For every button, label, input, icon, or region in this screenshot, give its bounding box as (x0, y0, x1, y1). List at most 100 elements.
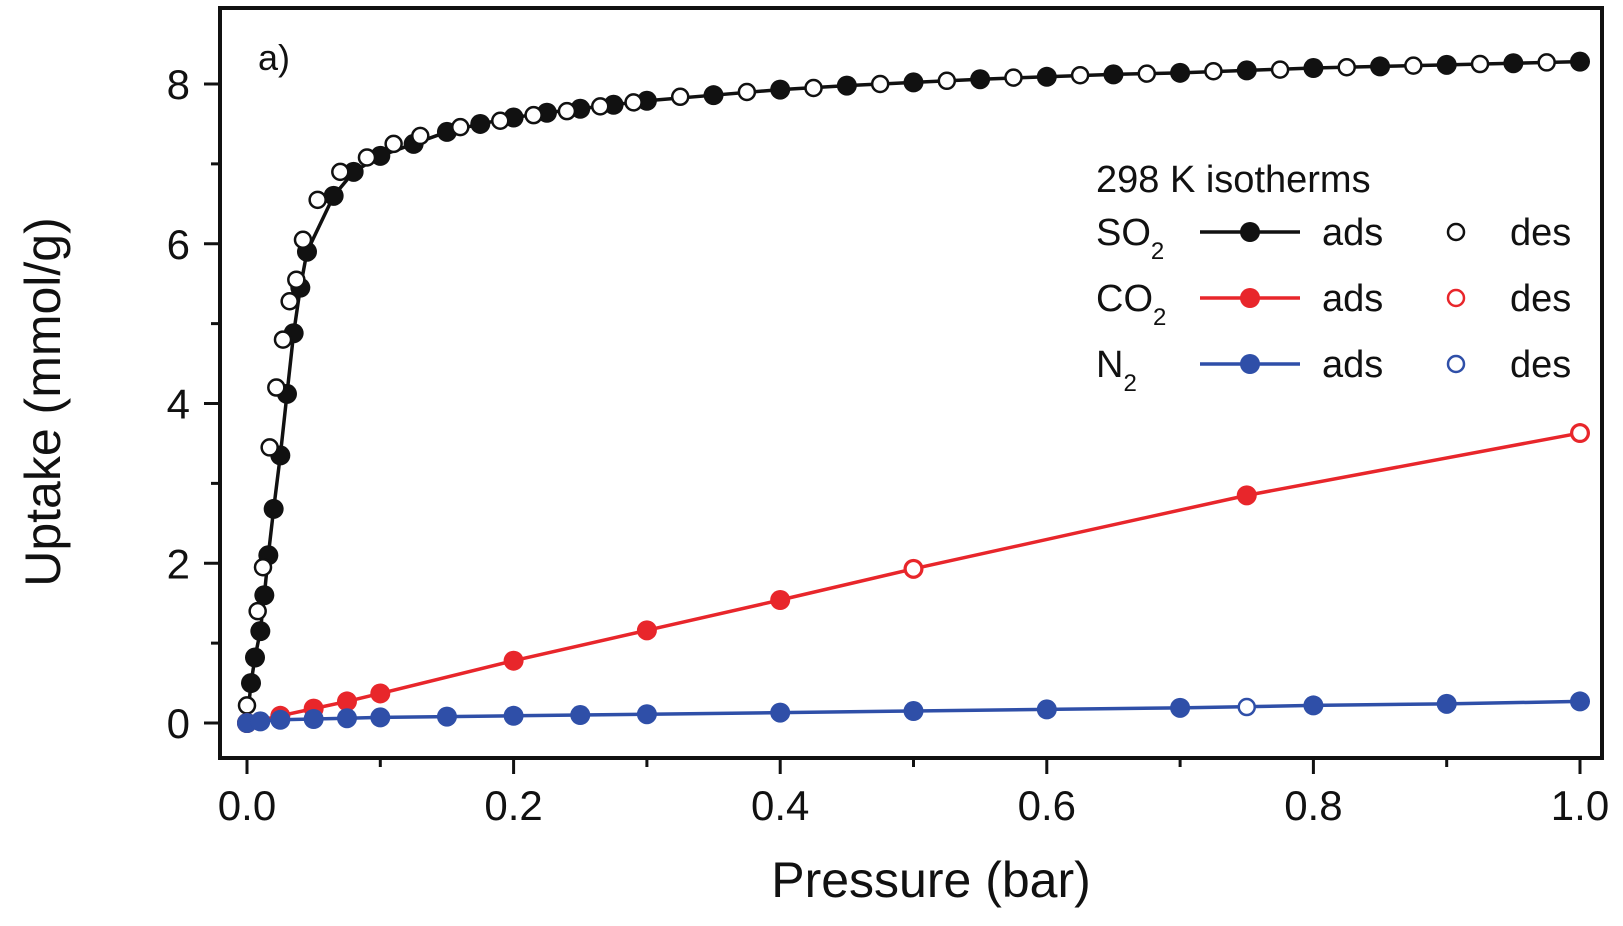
legend-filled-marker (1240, 354, 1260, 374)
data-point-open (937, 71, 957, 91)
data-point-filled (336, 691, 357, 712)
x-axis-label: Pressure (bar) (771, 852, 1091, 908)
legend: 298 K isotherms SO2 ads des CO2 ads des N2 ads de… (1096, 159, 1571, 397)
data-point-open (1537, 53, 1556, 72)
data-point-filled (1036, 66, 1057, 87)
plot-frame (218, 6, 1604, 760)
data-point-filled (503, 705, 524, 726)
data-point-filled (1436, 693, 1457, 714)
series-so2-ads (237, 51, 1590, 733)
legend-gas-label: SO2 (1096, 212, 1164, 265)
data-point-open (411, 126, 430, 146)
data-point-filled (1036, 699, 1057, 720)
x-tick-label: 0.6 (1018, 782, 1076, 829)
data-point-open (1004, 68, 1023, 87)
data-point-open (293, 230, 313, 250)
data-point-open (287, 270, 306, 289)
data-point-filled (336, 708, 357, 729)
y-tick-label: 2 (167, 540, 190, 587)
data-point-filled (1236, 60, 1257, 81)
data-point-open (557, 101, 577, 121)
series-n2-ads (237, 691, 1590, 733)
legend-gas-label: N2 (1096, 344, 1137, 397)
data-point-filled (903, 72, 924, 93)
data-point-open (248, 601, 267, 621)
data-point-open (870, 74, 890, 94)
legend-open-marker (1446, 288, 1466, 308)
data-point-filled (1236, 485, 1257, 506)
data-point-open (1204, 61, 1223, 81)
legend-des-label: des (1510, 278, 1571, 320)
data-point-open (253, 557, 273, 577)
data-point-filled (1303, 695, 1324, 716)
data-point-filled (903, 701, 924, 722)
x-tick-label: 0.4 (751, 782, 809, 829)
data-point-open (237, 696, 257, 715)
data-point-open (280, 292, 299, 311)
data-point-filled (836, 75, 857, 96)
data-point-open (737, 82, 757, 102)
data-point-open (1470, 54, 1490, 74)
data-point-filled (570, 705, 591, 726)
data-point-filled (250, 711, 271, 732)
legend-gas-label: CO2 (1096, 278, 1166, 331)
data-point-open (1070, 65, 1090, 85)
series-n2-des (1237, 697, 1256, 717)
data-point-filled (770, 79, 791, 100)
data-point-filled (1570, 691, 1590, 712)
data-point-open (267, 378, 286, 397)
legend-open-marker (1446, 354, 1466, 374)
data-point-open (260, 438, 279, 457)
data-point-open (1404, 56, 1423, 75)
legend-open-marker (1446, 222, 1466, 242)
data-point-filled (244, 647, 265, 668)
data-point-filled (1170, 697, 1191, 718)
data-point-filled (1570, 51, 1590, 72)
data-point-open (331, 162, 350, 182)
x-axis-ticks: 0.0 0.2 0.4 0.6 0.8 1.0 (218, 758, 1609, 829)
data-point-filled (270, 709, 291, 730)
data-point-filled (970, 69, 991, 90)
data-point-filled (1303, 58, 1324, 79)
legend-filled-marker (1240, 288, 1260, 308)
data-point-filled (343, 161, 364, 182)
legend-entry: SO2 ads des (1096, 212, 1571, 265)
data-point-open (804, 78, 823, 98)
data-point-open (624, 93, 643, 112)
data-point-filled (503, 650, 524, 671)
data-point-open (670, 87, 690, 107)
series-co2-des (904, 423, 1590, 579)
data-point-open (1237, 697, 1256, 717)
legend-ads-label: ads (1322, 278, 1383, 320)
data-point-filled (250, 621, 271, 642)
data-point-open (384, 134, 403, 154)
x-tick-label: 0.0 (218, 782, 276, 829)
legend-ads-label: ads (1322, 344, 1383, 386)
x-tick-label: 1.0 (1551, 782, 1609, 829)
data-point-filled (470, 113, 491, 134)
data-point-open (1570, 423, 1590, 443)
x-tick-label: 0.8 (1284, 782, 1342, 829)
legend-des-label: des (1510, 344, 1571, 386)
data-point-open (1137, 64, 1157, 83)
series-so2-des (237, 53, 1556, 715)
data-point-filled (636, 704, 657, 725)
data-point-filled (263, 498, 284, 519)
data-point-filled (1170, 62, 1191, 83)
data-point-open (1337, 57, 1356, 77)
data-point-open (451, 117, 470, 137)
data-point-open (357, 148, 377, 167)
data-point-filled (240, 673, 261, 694)
data-point-open (273, 330, 293, 349)
data-point-open (590, 97, 610, 116)
data-point-filled (254, 585, 275, 606)
data-point-filled (370, 707, 391, 728)
data-point-filled (1103, 64, 1124, 85)
data-point-filled (370, 683, 391, 704)
y-axis-label: Uptake (mmol/g) (15, 217, 71, 587)
plot-marks (237, 51, 1590, 733)
legend-des-label: des (1510, 212, 1571, 254)
data-point-filled (1370, 56, 1391, 77)
data-point-filled (1436, 54, 1457, 75)
